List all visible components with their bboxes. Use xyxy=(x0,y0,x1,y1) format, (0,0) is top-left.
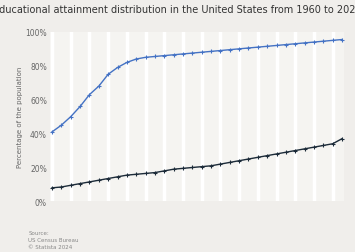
Text: Educational attainment distribution in the United States from 1960 to 2022: Educational attainment distribution in t… xyxy=(0,5,355,15)
Y-axis label: Percentage of the population: Percentage of the population xyxy=(17,67,22,168)
Text: Source:
US Census Bureau
© Statista 2024: Source: US Census Bureau © Statista 2024 xyxy=(28,231,79,249)
